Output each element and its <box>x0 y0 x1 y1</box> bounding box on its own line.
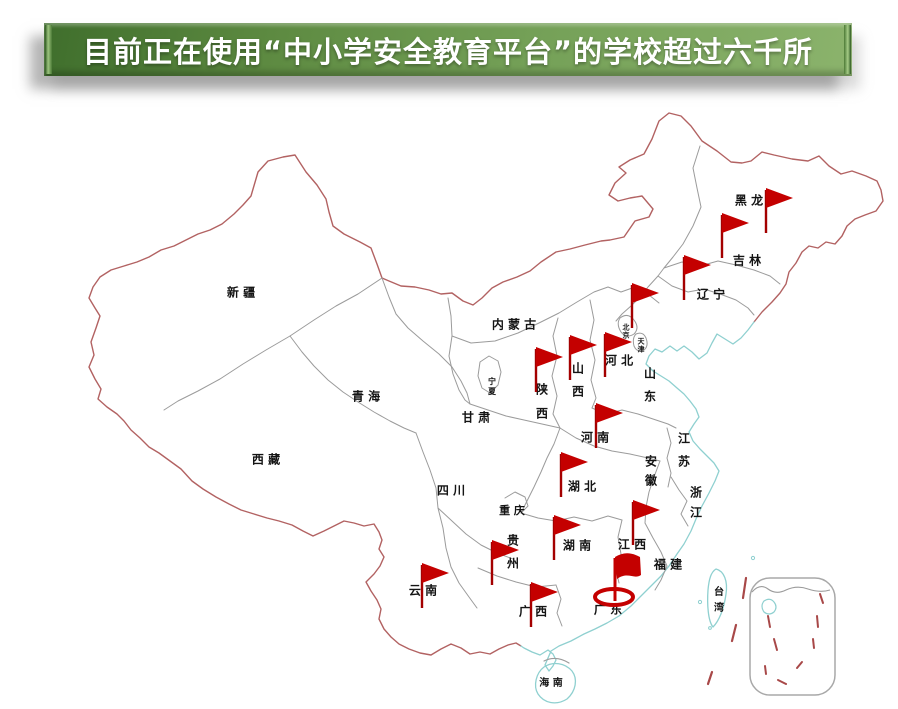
province-flags <box>420 188 793 627</box>
inset-hainan <box>761 598 777 615</box>
label-henan: 河 南 <box>580 430 609 445</box>
flag-hunan <box>552 515 581 560</box>
label-hubei: 湖 北 <box>568 479 596 494</box>
taiwan-island <box>707 568 728 628</box>
label-hunan: 湖 南 <box>563 538 591 553</box>
label-jilin: 吉 林 <box>733 253 761 268</box>
label-neimenggu: 内 蒙 古 <box>492 317 536 332</box>
label-hebei: 河 北 <box>604 353 633 368</box>
label-taiwan: 台湾 <box>714 585 724 614</box>
label-xizang: 西 藏 <box>252 452 280 467</box>
flag-jiangxi <box>631 500 660 545</box>
flag-yunnan <box>420 563 449 608</box>
inset-coast <box>751 586 831 593</box>
label-tianjin: 天津 <box>638 338 646 354</box>
national-border <box>88 112 884 656</box>
label-chongqing: 重 庆 <box>499 503 525 517</box>
label-qinghai: 青 海 <box>352 389 380 404</box>
flag-shanxi <box>568 335 597 380</box>
label-zhejiang: 浙江 <box>690 485 702 520</box>
label-gansu: 甘 肃 <box>462 410 490 425</box>
flag-liaoning <box>630 283 659 328</box>
hainan-island <box>534 662 577 704</box>
flag-guangxi <box>529 582 558 627</box>
banner-bevel-right <box>844 25 851 74</box>
banner-title: 目前正在使用“中小学安全教育平台”的学校超过六千所 <box>82 34 814 69</box>
label-heilongjiang: 黑 龙 <box>735 193 763 208</box>
special-flag-guangdong <box>593 553 641 607</box>
flag-hubei <box>559 452 588 497</box>
label-hainan: 海 南 <box>539 676 562 689</box>
label-shandong: 山东 <box>644 366 656 404</box>
south-china-sea-inset <box>749 577 836 696</box>
label-guizhou: 贵州 <box>506 533 519 571</box>
label-anhui: 安徽 <box>644 454 658 488</box>
label-ningxia: 宁夏 <box>487 376 497 396</box>
label-beijing: 北京 <box>623 323 630 340</box>
flag-guizhou <box>490 540 519 585</box>
label-guangxi: 广 西 <box>519 604 547 619</box>
flag-heilongjiang <box>764 188 793 233</box>
province-borders <box>163 145 781 627</box>
label-sichuan: 四 川 <box>437 484 465 498</box>
inset-dashes <box>764 593 824 685</box>
label-jiangsu: 江苏 <box>678 431 690 469</box>
qiongzhou-strait <box>543 657 570 664</box>
banner-bevel-left <box>45 25 52 74</box>
label-shaanxi: 陕西 <box>536 382 548 421</box>
flag-jilin-north <box>720 213 749 258</box>
label-shanxi: 山西 <box>572 361 584 399</box>
flag-henan <box>594 403 623 448</box>
coastline <box>520 321 756 704</box>
label-xinjiang: 新 疆 <box>227 285 255 300</box>
flag-shaanxi <box>534 347 563 392</box>
label-fujian: 福 建 <box>653 557 683 572</box>
nine-dash-line <box>706 576 748 686</box>
title-banner: 目前正在使用“中小学安全教育平台”的学校超过六千所 <box>44 23 852 76</box>
flag-jilin <box>682 255 711 300</box>
flag-hebei <box>603 332 632 377</box>
label-liaoning: 辽 宁 <box>697 287 725 302</box>
